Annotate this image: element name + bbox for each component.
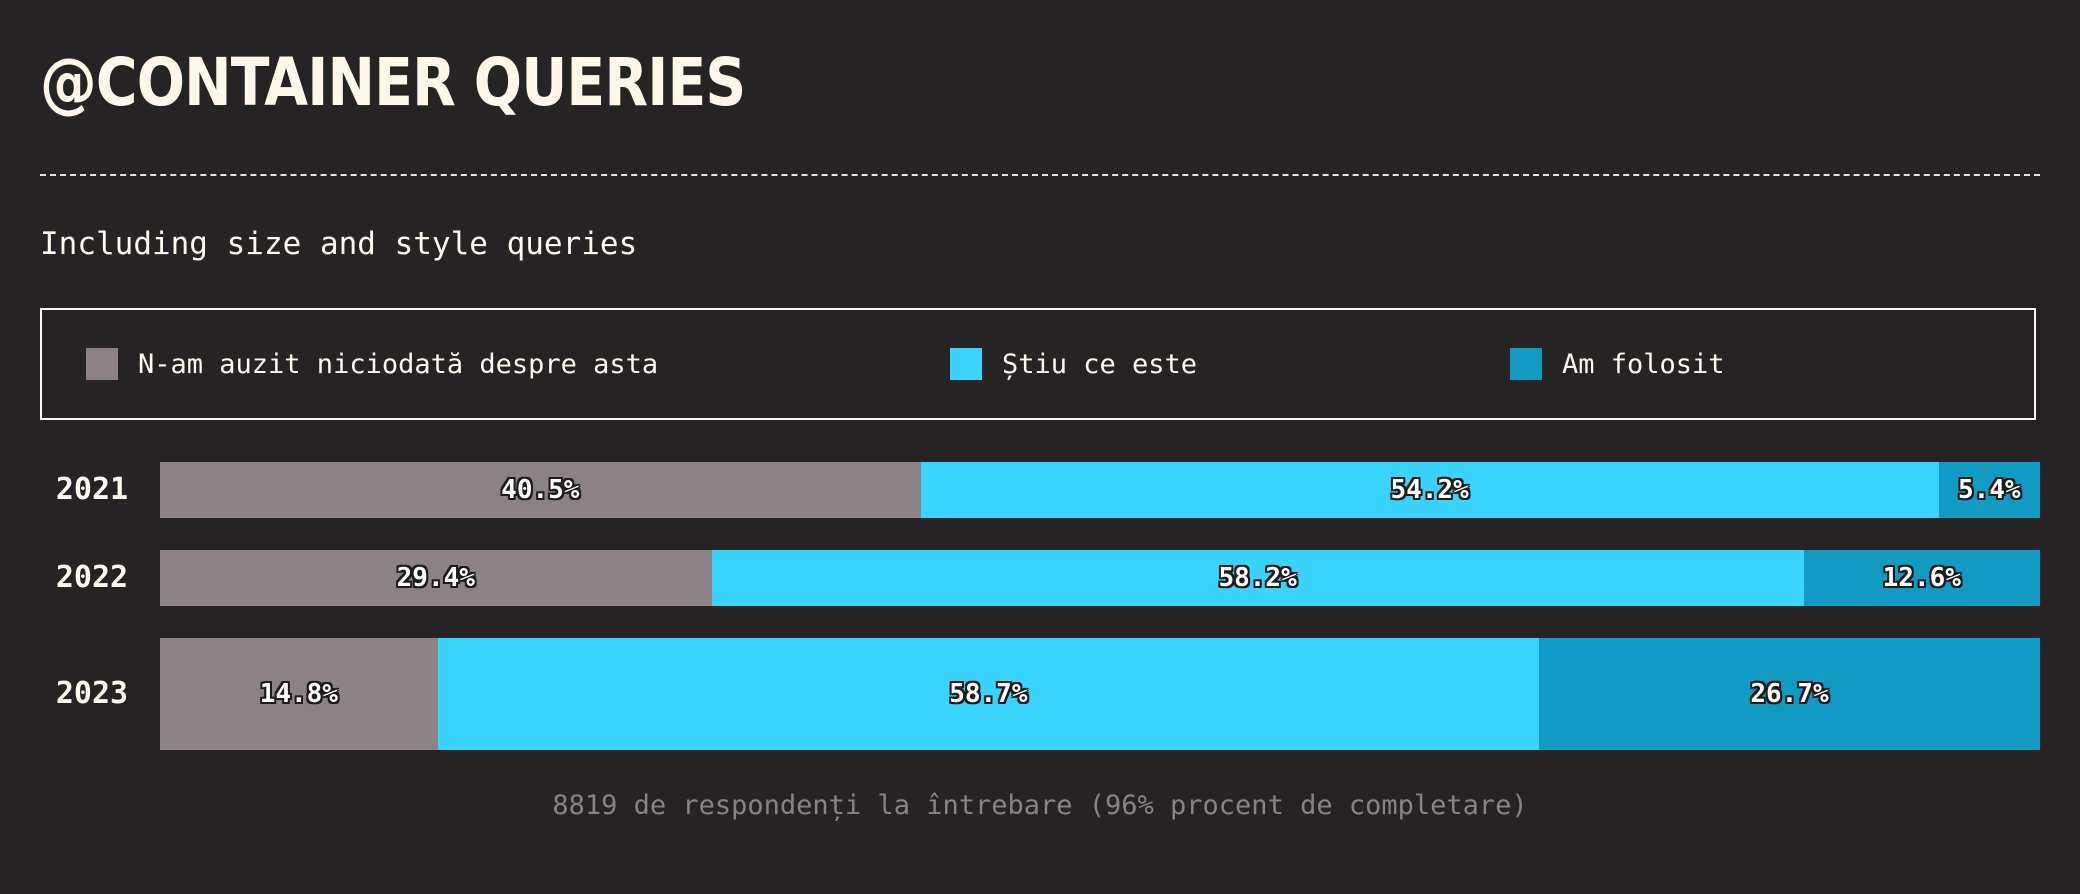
chart-subtitle: Including size and style queries <box>40 226 638 262</box>
title-divider <box>40 174 2040 176</box>
data-label-2021-used-it: 5.4% <box>1957 475 2021 505</box>
data-label-2022-know-what-it-is: 58.2% <box>1218 563 1297 593</box>
legend-item-never-heard[interactable]: N-am auzit niciodată despre asta <box>86 310 658 418</box>
legend-item-used-it[interactable]: Am folosit <box>1510 310 1725 418</box>
data-label-2022-never-heard: 29.4% <box>396 563 475 593</box>
bar-segment-2021-know-what-it-is[interactable]: 54.2% <box>920 462 1939 518</box>
row-label-2022: 2022 <box>55 560 129 595</box>
legend-label-used-it: Am folosit <box>1562 348 1725 380</box>
data-label-2023-never-heard: 14.8% <box>259 679 338 709</box>
data-label-2023-know-what-it-is: 58.7% <box>949 679 1028 709</box>
respondents-note: 8819 de respondenți la întrebare (96% pr… <box>552 790 1528 821</box>
legend-label-never-heard: N-am auzit niciodată despre asta <box>138 348 659 380</box>
bar-segment-2023-never-heard[interactable]: 14.8% <box>160 638 438 750</box>
legend-swatch-used-it <box>1510 348 1542 380</box>
row-label-2021: 2021 <box>55 472 129 507</box>
bar-segment-2021-used-it[interactable]: 5.4% <box>1938 462 2040 518</box>
legend: N-am auzit niciodată despre asta Știu ce… <box>40 308 2036 420</box>
bar-segment-2023-know-what-it-is[interactable]: 58.7% <box>437 638 1540 750</box>
data-label-2023-used-it: 26.7% <box>1750 679 1829 709</box>
bar-segment-2022-used-it[interactable]: 12.6% <box>1803 550 2040 606</box>
bar-segment-2021-never-heard[interactable]: 40.5% <box>160 462 921 518</box>
legend-swatch-never-heard <box>86 348 118 380</box>
bar-segment-2022-know-what-it-is[interactable]: 58.2% <box>711 550 1804 606</box>
data-label-2021-know-what-it-is: 54.2% <box>1390 475 1469 505</box>
row-label-2023: 2023 <box>55 676 129 711</box>
data-label-2021-never-heard: 40.5% <box>501 475 580 505</box>
bar-2022: 29.4% 58.2% 12.6% <box>160 550 2040 606</box>
bar-segment-2022-never-heard[interactable]: 29.4% <box>160 550 712 606</box>
data-label-2022-used-it: 12.6% <box>1882 563 1961 593</box>
legend-item-know-what-it-is[interactable]: Știu ce este <box>950 310 1197 418</box>
legend-label-know-what-it-is: Știu ce este <box>1002 348 1198 380</box>
legend-swatch-know-what-it-is <box>950 348 982 380</box>
chart-title: @CONTAINER QUERIES <box>40 44 746 121</box>
bar-segment-2023-used-it[interactable]: 26.7% <box>1539 638 2040 750</box>
bar-2023: 14.8% 58.7% 26.7% <box>160 638 2040 750</box>
bar-2021: 40.5% 54.2% 5.4% <box>160 462 2040 518</box>
